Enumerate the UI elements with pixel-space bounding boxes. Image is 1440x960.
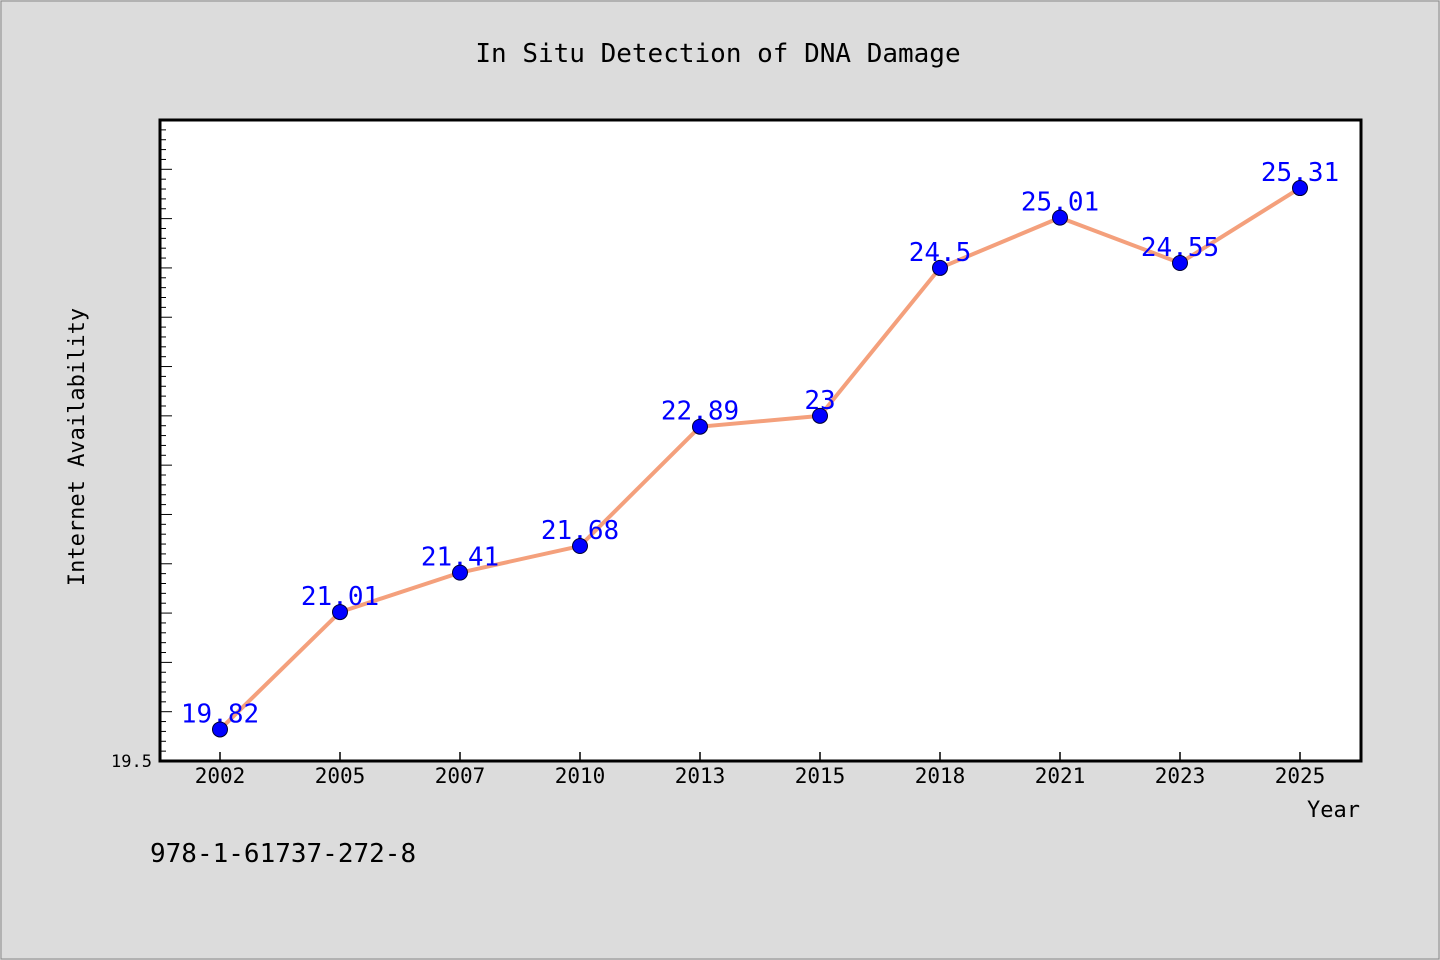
y-axis-label: Internet Availability [65,308,90,586]
y-axis-min-label: 19.5 [111,752,152,772]
x-tick-label: 2015 [795,764,846,788]
x-tick-label: 2018 [915,764,966,788]
x-tick-label: 2025 [1275,764,1326,788]
x-tick-label: 2002 [195,764,246,788]
series-line [218,186,1302,731]
data-points [212,180,1308,738]
x-axis-ticks [219,752,1301,761]
data-point [932,259,948,276]
data-point [212,721,228,738]
y-axis-ticks [160,119,172,762]
x-tick-label: 2013 [675,764,726,788]
x-tick-label: 2021 [1035,764,1086,788]
x-tick-label: 2007 [435,764,486,788]
footnote-isbn: 978-1-61737-272-8 [150,839,416,869]
data-point [1172,254,1188,271]
data-point [452,564,468,581]
x-axis-label: Year [1307,798,1360,823]
x-axis-tick-labels: 2002 2005 2007 2010 2013 2015 2018 2021 2023 2025 [195,764,1326,788]
data-point [572,538,588,555]
data-point [332,604,348,621]
data-point [692,418,708,435]
x-tick-label: 2010 [555,764,606,788]
chart-title: In Situ Detection of DNA Damage [475,39,960,69]
plot-area [158,118,1363,763]
data-point [812,407,828,424]
x-tick-label: 2023 [1155,764,1206,788]
data-point [1052,209,1068,226]
data-point [1292,180,1308,197]
x-tick-label: 2005 [315,764,366,788]
